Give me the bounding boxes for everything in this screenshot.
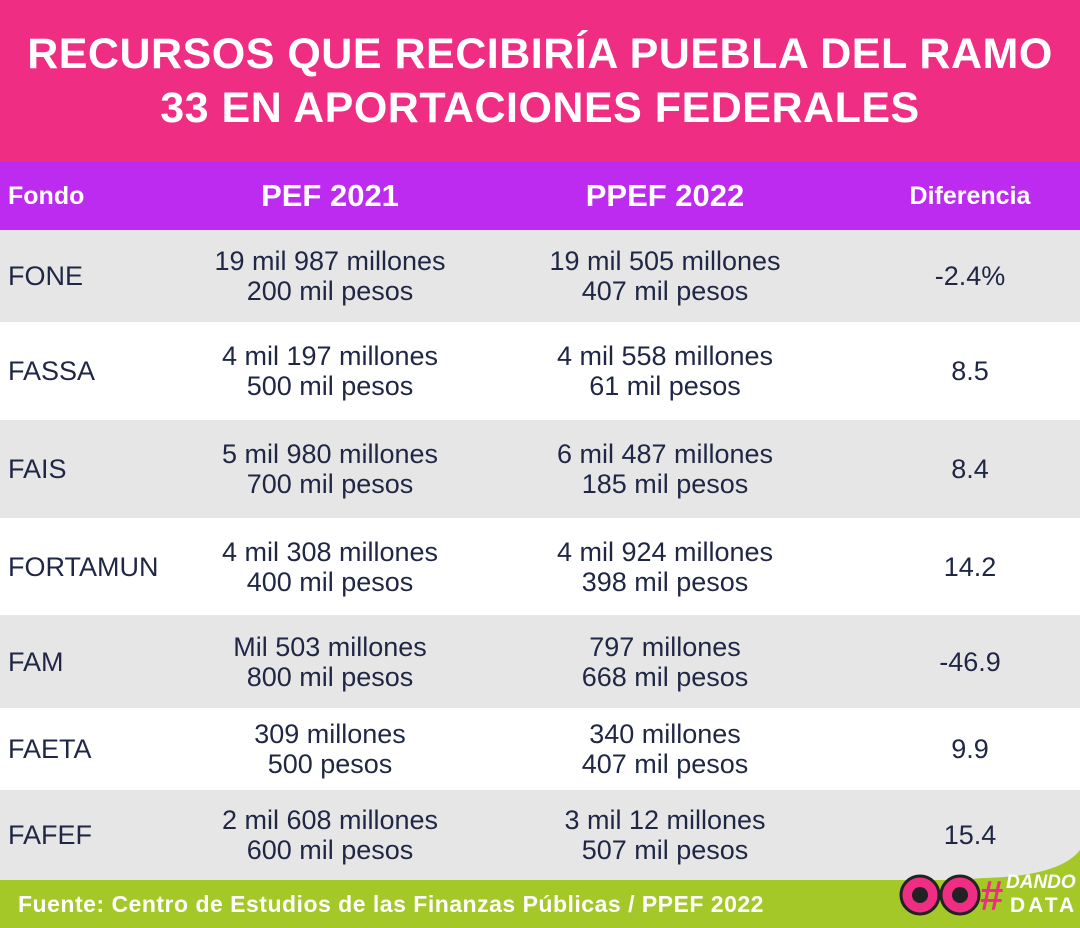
difference: -46.9	[939, 646, 1001, 677]
amount-line: 2 mil 608 millones	[221, 805, 439, 835]
amount-cell: 4 mil 197 millones 500 mil pesos	[180, 322, 480, 420]
table-row: FAIS 5 mil 980 millones 700 mil pesos 6 mil…	[0, 420, 1080, 518]
fund-name: FAIS	[8, 454, 67, 484]
amount-line: 500 pesos	[267, 749, 393, 779]
table-header: Fondo PEF 2021 PPEF 2022 Diferencia	[0, 162, 1080, 230]
amount-line: 19 mil 987 millones	[214, 246, 446, 276]
amount-cell: 3 mil 12 millones 507 mil pesos	[515, 790, 815, 880]
column-header: Diferencia	[909, 182, 1031, 210]
amount-cell: 5 mil 980 millones 700 mil pesos	[180, 420, 480, 518]
amount-line: 61 mil pesos	[589, 371, 741, 401]
source: Fuente: Centro de Estudios de las Finanz…	[18, 891, 764, 917]
amount-line: 200 mil pesos	[246, 276, 414, 306]
title: RECURSOS QUE RECIBIRÍA PUEBLA DEL RAMO 3…	[27, 30, 1053, 132]
amount-cell: 4 mil 558 millones 61 mil pesos	[515, 322, 815, 420]
difference: 9.9	[951, 734, 989, 764]
difference: 14.2	[943, 551, 997, 582]
amount-line: 3 mil 12 millones	[564, 805, 766, 835]
logo-text: DATA	[1010, 894, 1077, 917]
amount-cell: 4 mil 924 millones 398 mil pesos	[515, 518, 815, 615]
amount-line: 309 millones	[254, 719, 406, 749]
column-header: PPEF 2022	[585, 178, 745, 213]
table-row: FAFEF 2 mil 608 millones 600 mil pesos 3 mi…	[0, 790, 1080, 880]
amount-line: 4 mil 924 millones	[556, 536, 774, 567]
footer: Fuente: Centro de Estudios de las Finanz…	[0, 880, 1080, 928]
amount-cell: 4 mil 308 millones 400 mil pesos	[180, 518, 480, 615]
difference: 8.5	[951, 356, 989, 386]
amount-line: 4 mil 197 millones	[221, 341, 439, 371]
amount-cell: 19 mil 505 millones 407 mil pesos	[515, 230, 815, 322]
amount-line: 400 mil pesos	[246, 566, 414, 597]
amount-cell: 19 mil 987 millones 200 mil pesos	[180, 230, 480, 322]
fund-name: FAETA	[8, 734, 92, 764]
logo-pupil	[912, 887, 928, 903]
amount-cell: 309 millones 500 pesos	[180, 708, 480, 790]
amount-cell: Mil 503 millones 800 mil pesos	[180, 615, 480, 708]
amount-line: 668 mil pesos	[581, 661, 749, 692]
table-row: FAM Mil 503 millones 800 mil pesos 797 mill…	[0, 615, 1080, 708]
amount-line: Mil 503 millones	[233, 631, 427, 662]
amount-line: 6 mil 487 millones	[556, 439, 774, 469]
amount-line: 185 mil pesos	[581, 469, 749, 499]
fund-name: FONE	[8, 261, 84, 291]
amount-line: 800 mil pesos	[246, 661, 414, 692]
amount-line: 5 mil 980 millones	[221, 439, 439, 469]
amount-line: 700 mil pesos	[246, 469, 414, 499]
amount-line: 340 millones	[589, 719, 741, 749]
amount-line: 500 mil pesos	[246, 371, 414, 401]
difference: 15.4	[943, 820, 997, 850]
amount-line: 797 millones	[589, 631, 741, 662]
logo: # DANDO DATA	[899, 850, 1080, 928]
amount-line: 19 mil 505 millones	[549, 246, 781, 276]
amount-line: 507 mil pesos	[581, 835, 749, 865]
logo-pupil	[952, 887, 968, 903]
logo-text: DANDO	[1006, 872, 1076, 893]
table-row: FONE 19 mil 987 millones 200 mil pesos 19 m…	[0, 230, 1080, 322]
header: RECURSOS QUE RECIBIRÍA PUEBLA DEL RAMO 3…	[0, 0, 1080, 162]
amount-line: 407 mil pesos	[581, 276, 749, 306]
amount-line: 398 mil pesos	[581, 566, 749, 597]
amount-cell: 797 millones 668 mil pesos	[515, 615, 815, 708]
fund-name: FORTAMUN	[8, 551, 159, 582]
fund-name: FAM	[8, 646, 64, 677]
column-header: PEF 2021	[261, 178, 399, 213]
fund-name: FASSA	[8, 356, 96, 386]
difference: -2.4%	[934, 261, 1006, 291]
amount-line: 4 mil 308 millones	[221, 536, 439, 567]
amount-cell: 2 mil 608 millones 600 mil pesos	[180, 790, 480, 880]
table-row: FORTAMUN 4 mil 308 millones 400 mil pesos 4…	[0, 518, 1080, 615]
logo-hash: #	[980, 872, 1003, 919]
column-header: Fondo	[8, 182, 85, 210]
fund-name: FAFEF	[8, 820, 93, 850]
amount-cell: 340 millones 407 mil pesos	[515, 708, 815, 790]
difference: 8.4	[951, 454, 989, 484]
amount-line: 4 mil 558 millones	[556, 341, 774, 371]
amount-line: 600 mil pesos	[246, 835, 414, 865]
table-row: FAETA 309 millones 500 pesos 340 millones 40…	[0, 708, 1080, 790]
amount-line: 407 mil pesos	[581, 749, 749, 779]
amount-cell: 6 mil 487 millones 185 mil pesos	[515, 420, 815, 518]
table-row: FASSA 4 mil 197 millones 500 mil pesos 4 mi…	[0, 322, 1080, 420]
